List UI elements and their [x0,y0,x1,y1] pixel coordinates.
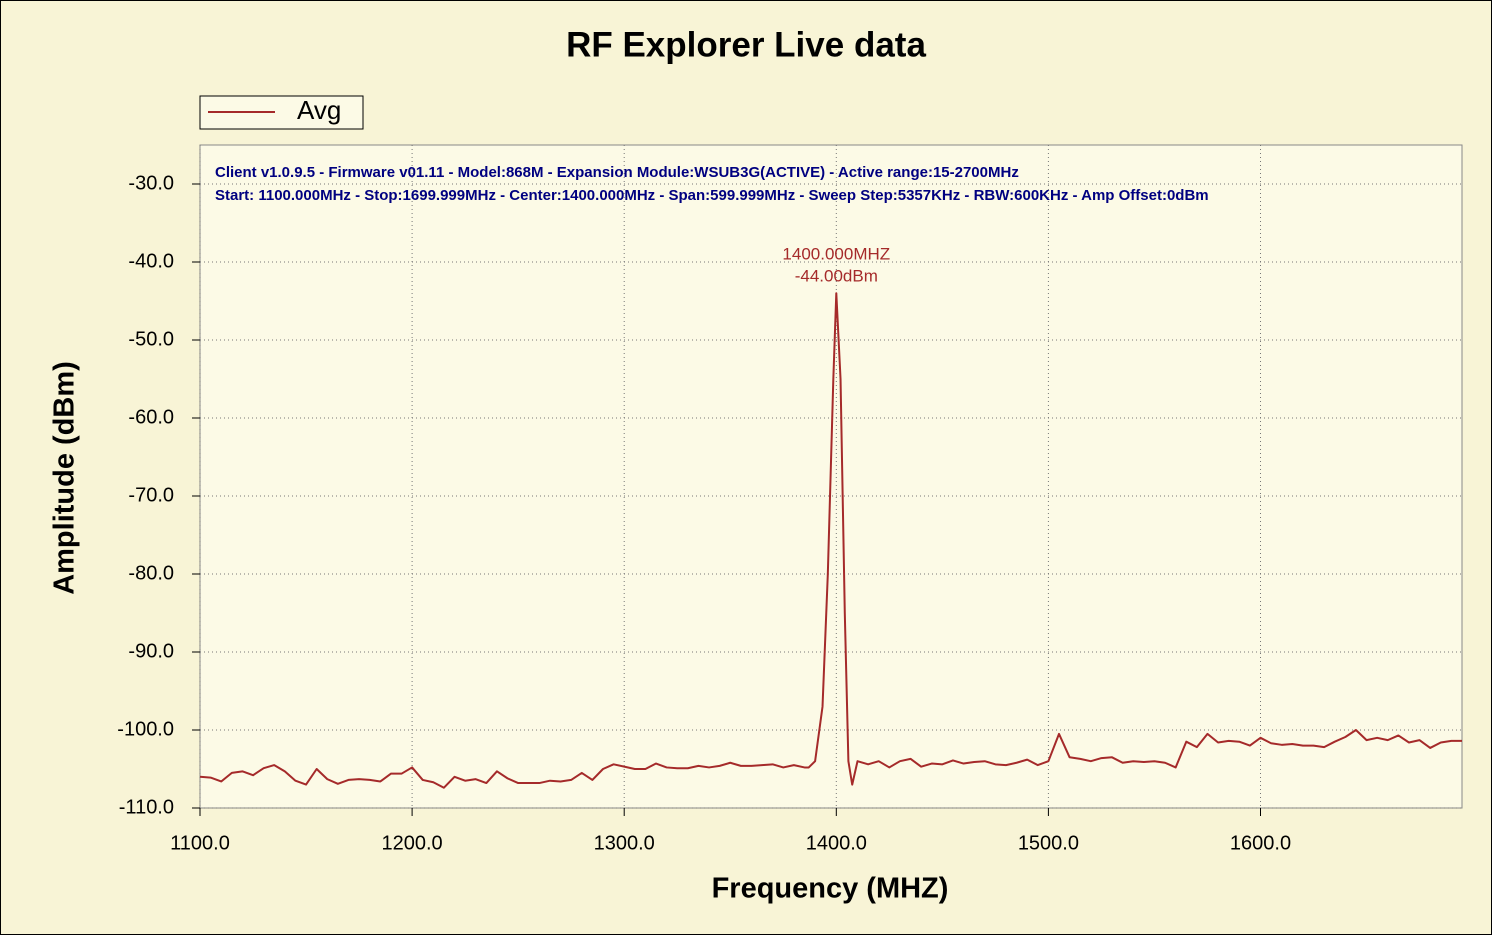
y-tick-label: -110.0 [119,796,174,818]
y-tick-label: -50.0 [128,328,174,350]
legend: Avg [199,95,364,130]
x-tick-label: 1600.0 [1230,832,1291,854]
x-tick-label: 1300.0 [594,832,655,854]
chart-title: RF Explorer Live data [566,25,926,64]
y-tick-label: -100.0 [117,718,174,740]
x-tick-label: 1500.0 [1018,832,1079,854]
y-tick-label: -30.0 [128,172,174,194]
x-tick-label: 1100.0 [170,832,230,854]
y-tick-label: -80.0 [128,562,174,584]
y-tick-label: -40.0 [128,250,174,272]
peak-annotation: -44.00dBm [795,267,878,286]
y-tick-label: -70.0 [128,484,174,506]
y-tick-label: -60.0 [128,406,174,428]
peak-annotation: 1400.000MHZ [782,245,890,264]
series-line [199,292,1462,789]
info-line: Start: 1100.000MHz - Stop:1699.999MHz - … [215,187,1209,204]
x-tick-label: 1200.0 [382,832,443,854]
x-tick-label: 1400.0 [806,832,867,854]
x-axis-label: Frequency (MHZ) [712,873,949,905]
info-line: Client v1.0.9.5 - Firmware v01.11 - Mode… [215,164,1019,181]
legend-label: Avg [297,95,341,125]
y-tick-label: -90.0 [128,640,174,662]
y-axis-label: Amplitude (dBm) [49,361,81,595]
